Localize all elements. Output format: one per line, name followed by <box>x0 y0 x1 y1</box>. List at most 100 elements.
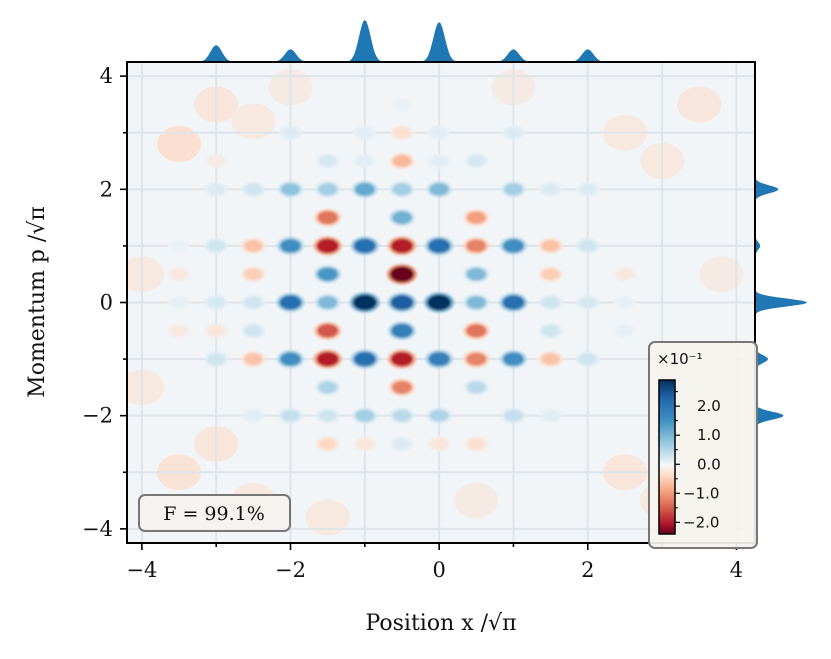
wigner-peak <box>317 323 339 338</box>
wigner-peak <box>356 127 374 139</box>
wigner-peak <box>502 239 524 253</box>
wigner-peak <box>466 296 487 309</box>
fidelity-annotation: F = 99.1% <box>138 494 291 532</box>
wigner-peak <box>504 409 523 422</box>
wigner-peak <box>578 240 597 252</box>
wigner-peak <box>207 353 226 365</box>
wigner-peak <box>430 438 448 450</box>
wigner-peak <box>280 183 301 196</box>
wigner-peak <box>392 155 412 168</box>
x-tick-label: −2 <box>275 558 306 582</box>
wigner-peak <box>317 296 338 309</box>
wigner-peak <box>244 240 263 252</box>
wigner-peak <box>207 296 225 309</box>
y-tick-label: −4 <box>82 517 113 541</box>
background-spot <box>699 256 744 293</box>
y-axis-title: Momentum p /√π <box>25 206 50 398</box>
colorbar: ×10⁻¹ 2.0 1.0 0.0 −1.0 −2.0 <box>648 341 758 549</box>
wigner-peak <box>353 351 376 367</box>
fidelity-label: F = 99.1% <box>163 503 265 525</box>
x-tick-label: 4 <box>730 558 743 582</box>
colorbar-scale-label: ×10⁻¹ <box>657 350 703 368</box>
y-tick-label: 0 <box>100 291 113 315</box>
colorbar-box <box>648 341 758 549</box>
wigner-peak <box>170 297 188 308</box>
wigner-peak <box>542 183 560 195</box>
background-spot <box>127 369 164 406</box>
wigner-peak <box>541 353 560 365</box>
colorbar-tick-label: 2.0 <box>697 397 721 415</box>
wigner-peak <box>318 438 337 450</box>
wigner-peak <box>207 325 225 337</box>
wigner-peak <box>541 296 560 309</box>
y-tick-label: 2 <box>100 177 113 201</box>
wigner-peak <box>393 438 411 450</box>
wigner-peak <box>393 99 411 110</box>
wigner-peak <box>616 325 634 337</box>
y-tick-labels: −4 −2 0 2 4 <box>82 64 113 541</box>
wigner-peak <box>207 155 225 167</box>
background-spot <box>677 86 722 123</box>
wigner-peak <box>428 352 450 367</box>
wigner-peak <box>353 238 376 254</box>
wigner-peak <box>170 268 188 280</box>
wigner-peak <box>280 239 301 253</box>
wigner-peak <box>466 324 487 338</box>
wigner-peak <box>389 266 414 283</box>
wigner-peak <box>318 155 337 167</box>
wigner-peak <box>466 211 486 224</box>
wigner-peak <box>466 352 487 366</box>
fidelity-box <box>138 494 291 532</box>
wigner-peak <box>616 268 634 280</box>
wigner-peak <box>502 295 525 310</box>
wigner-peak <box>430 155 448 167</box>
colorbar-tick-labels: 2.0 1.0 0.0 −1.0 −2.0 <box>683 397 721 531</box>
wigner-peak <box>579 296 597 309</box>
wigner-peak <box>466 267 487 281</box>
wigner-peak <box>170 240 188 252</box>
wigner-peak <box>207 240 226 252</box>
wigner-peak <box>317 210 338 225</box>
x-axis-title: Position x /√π <box>365 611 516 636</box>
wigner-peak <box>170 325 188 337</box>
wigner-peak <box>280 352 301 366</box>
wigner-peak <box>541 268 560 280</box>
wigner-peak <box>207 183 225 195</box>
wigner-peak <box>467 155 485 167</box>
wigner-peak <box>542 410 560 421</box>
wigner-peak <box>316 351 339 367</box>
wigner-peak <box>244 353 263 365</box>
wigner-peak <box>429 182 449 196</box>
wigner-peak <box>390 238 414 254</box>
wigner-peak <box>356 438 374 450</box>
wigner-peak <box>244 325 263 337</box>
wigner-peak <box>428 238 451 254</box>
wigner-peak <box>466 239 487 253</box>
wigner-peak <box>318 410 337 422</box>
wigner-peak <box>392 211 412 225</box>
wigner-peak <box>390 295 414 310</box>
y-tick-label: 4 <box>100 64 113 88</box>
wigner-peak <box>318 183 338 196</box>
wigner-peak <box>541 325 560 337</box>
background-spot <box>157 126 202 163</box>
wigner-peak <box>354 182 375 196</box>
wigner-peak <box>356 155 374 167</box>
wigner-peak <box>467 381 486 394</box>
wigner-peak <box>502 352 524 366</box>
wigner-peak <box>244 410 262 421</box>
wigner-peak <box>391 323 413 338</box>
wigner-peak <box>390 351 414 367</box>
wigner-peaks <box>167 97 637 452</box>
position-marginal <box>127 20 755 62</box>
wigner-peak <box>244 183 263 195</box>
colorbar-tick-label: −2.0 <box>683 513 719 531</box>
background-spot <box>305 499 350 536</box>
wigner-peak <box>392 183 412 196</box>
colorbar-tick-label: 1.0 <box>697 426 721 444</box>
wigner-peak <box>504 127 523 139</box>
wigner-peak <box>541 240 560 252</box>
colorbar-ticks <box>675 391 680 523</box>
x-tick-labels: −4 −2 0 2 4 <box>126 558 743 582</box>
